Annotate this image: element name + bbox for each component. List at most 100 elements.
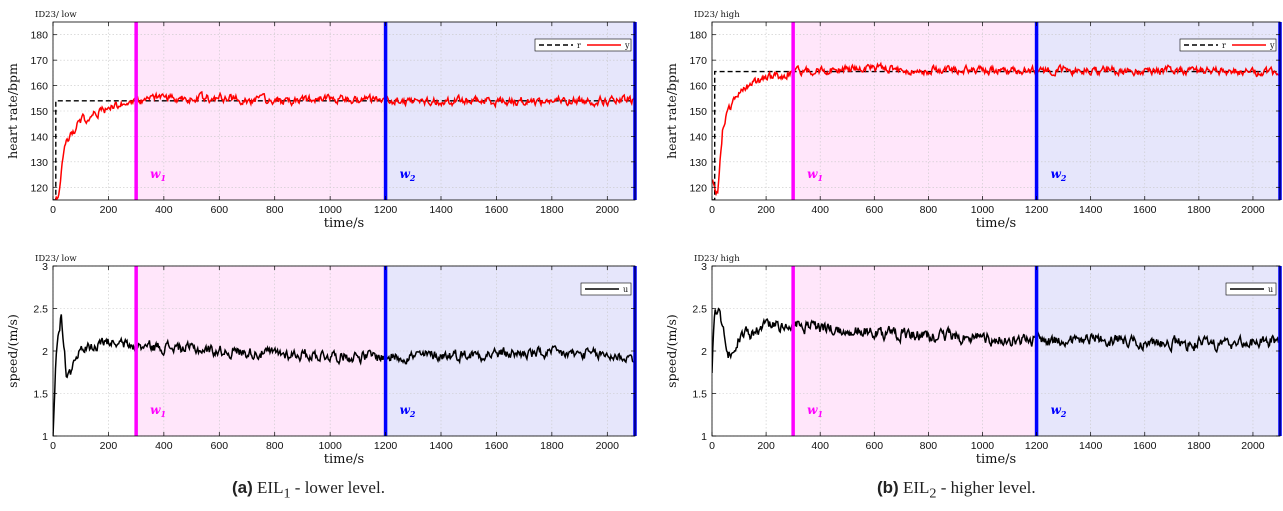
- x-tick-label: 2000: [596, 440, 620, 452]
- y-axis-label: speed/(m/s): [5, 314, 20, 388]
- x-axis-label: time/s: [324, 452, 364, 467]
- x-tick-label: 1800: [1187, 204, 1211, 216]
- caption-a-base: EIL: [257, 478, 284, 497]
- chart-title: ID23/ low: [35, 254, 77, 264]
- x-tick-label: 600: [211, 204, 229, 216]
- caption-a: (a) EIL1 - lower level.: [232, 478, 385, 502]
- y-tick-label: 2.5: [692, 304, 707, 316]
- x-axis-label: time/s: [976, 216, 1016, 231]
- chart-title: ID23/ high: [694, 254, 740, 264]
- y-tick-label: 2: [701, 346, 707, 358]
- x-tick-label: 400: [811, 204, 829, 216]
- x-tick-label: 600: [211, 440, 229, 452]
- caption-b: (b) EIL2 - higher level.: [877, 478, 1036, 502]
- w2-label: w2: [400, 403, 416, 419]
- y-tick-label: 120: [30, 182, 48, 194]
- x-tick-label: 200: [100, 440, 118, 452]
- w1-label: w1: [807, 403, 823, 419]
- y-tick-label: 3: [42, 261, 48, 273]
- series-y: [712, 61, 1280, 197]
- x-tick-label: 1000: [971, 204, 995, 216]
- series-u: [712, 307, 1280, 374]
- x-tick-label: 200: [757, 204, 775, 216]
- y-tick-label: 160: [689, 81, 707, 93]
- chart-2: w1 w2 0 200 400 600 800 1000 1200 1400 1600 1800 200…: [5, 254, 637, 467]
- w1-label: w1: [807, 167, 823, 183]
- x-tick-label: 1600: [1133, 204, 1157, 216]
- x-tick-label: 800: [920, 440, 938, 452]
- legend-label: u: [1268, 285, 1273, 294]
- y-tick-label: 180: [30, 30, 48, 42]
- x-tick-label: 1000: [318, 440, 342, 452]
- series-u: [53, 314, 635, 436]
- legend-label: y: [1269, 41, 1275, 50]
- chart-4: w1 w2 0 200 400 600 800 1000 1200 1400 1600 1800 200…: [664, 254, 1282, 467]
- y-tick-label: 1.5: [692, 389, 707, 401]
- series-y: [54, 90, 635, 200]
- w2-label: w2: [1051, 167, 1067, 183]
- caption-b-tag: (b): [877, 478, 899, 497]
- y-tick-label: 170: [30, 55, 48, 67]
- x-axis-label: time/s: [976, 452, 1016, 467]
- y-tick-label: 120: [689, 182, 707, 194]
- w1-label: w1: [150, 167, 166, 183]
- y-axis-label: speed/(m/s): [664, 314, 679, 388]
- x-tick-label: 400: [811, 440, 829, 452]
- legend: [1179, 38, 1277, 52]
- y-tick-label: 150: [689, 106, 707, 118]
- x-tick-label: 1400: [429, 440, 453, 452]
- legend-label: u: [623, 285, 628, 294]
- x-tick-label: 1400: [1079, 204, 1103, 216]
- y-tick-label: 160: [30, 81, 48, 93]
- w1-label: w1: [150, 403, 166, 419]
- y-tick-label: 2: [42, 346, 48, 358]
- x-tick-label: 800: [266, 204, 284, 216]
- x-tick-label: 1600: [485, 440, 509, 452]
- y-tick-label: 140: [30, 131, 48, 143]
- y-tick-label: 170: [689, 55, 707, 67]
- x-tick-label: 200: [100, 204, 118, 216]
- x-tick-label: 200: [757, 440, 775, 452]
- x-tick-label: 1200: [374, 204, 398, 216]
- x-tick-label: 800: [920, 204, 938, 216]
- y-tick-label: 130: [689, 157, 707, 169]
- y-tick-label: 130: [30, 157, 48, 169]
- x-tick-label: 1800: [540, 204, 564, 216]
- caption-a-tag: (a): [232, 478, 253, 497]
- y-tick-label: 1: [701, 431, 707, 443]
- chart-title: ID23/ low: [35, 10, 77, 20]
- caption-b-rest: - higher level.: [936, 478, 1036, 497]
- legend-label: y: [624, 41, 630, 50]
- y-tick-label: 180: [689, 30, 707, 42]
- x-tick-label: 1800: [540, 440, 564, 452]
- x-tick-label: 1400: [1079, 440, 1103, 452]
- x-tick-label: 600: [866, 204, 884, 216]
- chart-title: ID23/ high: [694, 10, 740, 20]
- x-tick-label: 1600: [485, 204, 509, 216]
- series-r: [53, 100, 635, 200]
- caption-b-sub: 2: [929, 485, 937, 502]
- x-tick-label: 1000: [318, 204, 342, 216]
- x-tick-label: 2000: [1241, 440, 1265, 452]
- x-tick-label: 1200: [374, 440, 398, 452]
- x-tick-label: 1600: [1133, 440, 1157, 452]
- y-tick-label: 1.5: [33, 389, 48, 401]
- y-tick-label: 150: [30, 106, 48, 118]
- caption-b-base: EIL: [902, 478, 930, 497]
- x-tick-label: 0: [50, 204, 56, 216]
- x-tick-label: 400: [155, 440, 173, 452]
- x-tick-label: 800: [266, 440, 284, 452]
- x-tick-label: 2000: [596, 204, 620, 216]
- legend-label: r: [577, 41, 581, 50]
- y-tick-label: 1: [42, 431, 48, 443]
- w2-label: w2: [400, 167, 416, 183]
- x-tick-label: 1800: [1187, 440, 1211, 452]
- x-tick-label: 0: [709, 440, 715, 452]
- y-tick-label: 2.5: [33, 304, 48, 316]
- caption-a-rest: - lower level.: [290, 478, 385, 497]
- x-tick-label: 1200: [1025, 440, 1049, 452]
- legend-label: r: [1222, 41, 1226, 50]
- x-tick-label: 400: [155, 204, 173, 216]
- caption-a-sub: 1: [283, 485, 291, 502]
